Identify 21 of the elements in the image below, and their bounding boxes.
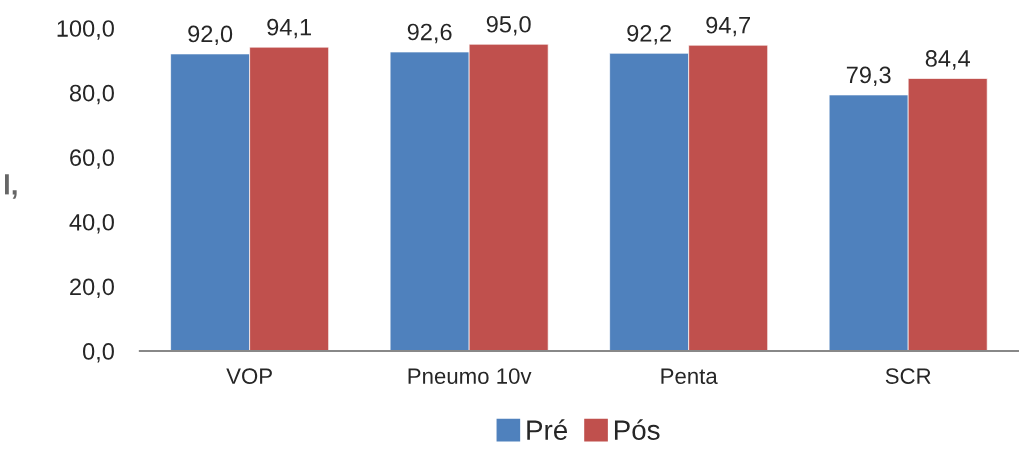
y-tick-label: 0,0: [82, 343, 114, 363]
text: 92,2: [627, 24, 671, 45]
y-tick-label: 60,0: [70, 149, 114, 169]
y-tick-label: 80,0: [69, 84, 114, 105]
text: 84,4: [925, 50, 970, 70]
text: 92,6: [407, 23, 452, 44]
y-tick-label: 40,0: [69, 213, 114, 234]
x-tick-label: Pneumo 10v: [408, 368, 532, 384]
x-tick-label: VOP: [226, 368, 272, 384]
text: 79,3: [846, 66, 891, 87]
legend-label: Pós: [614, 419, 660, 440]
text: 94,7: [706, 16, 750, 37]
y-tick-label: 20,0: [70, 278, 114, 298]
legend-label: Pré: [527, 419, 568, 440]
x-tick-label: Penta: [661, 368, 718, 384]
text: 92,0: [188, 25, 233, 46]
y-tick-label: 100,0: [57, 20, 114, 40]
text: l,: [5, 174, 17, 199]
text: 95,0: [486, 15, 531, 36]
x-tick-label: SCR: [885, 368, 931, 384]
text: 94,1: [267, 18, 311, 39]
